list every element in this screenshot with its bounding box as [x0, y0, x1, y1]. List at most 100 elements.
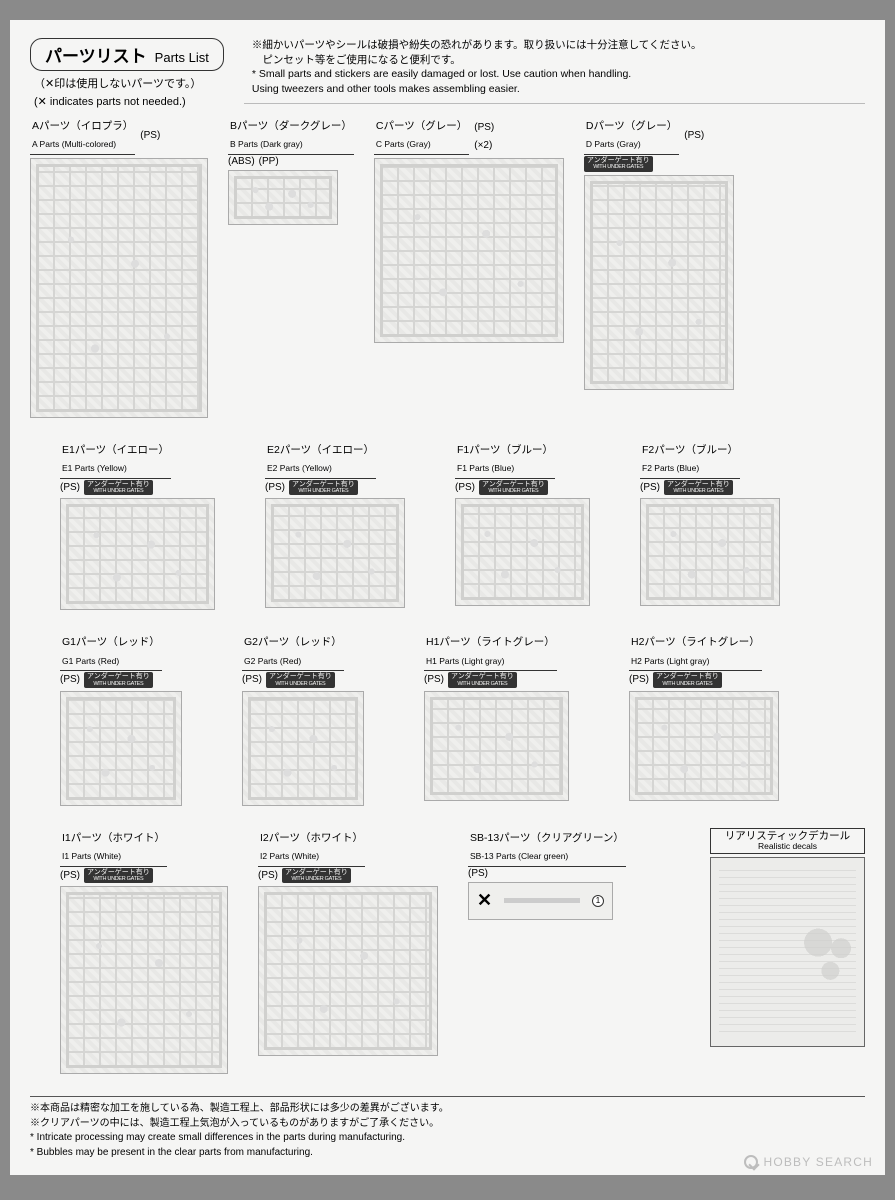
caution-en-2: Using tweezers and other tools makes ass…: [252, 82, 865, 97]
runner-h2-image: [629, 691, 779, 801]
part-b-material: (ABS): [228, 156, 255, 167]
parts-row-1: Aパーツ（イロプラ） A Parts (Multi-colored) (PS) …: [30, 116, 865, 418]
sb-unused-x-icon: ✕: [477, 890, 492, 911]
part-f1-material: (PS): [455, 482, 475, 493]
caution-en-1: * Small parts and stickers are easily da…: [252, 67, 865, 82]
part-h1-undergate: アンダーゲート有り WITH UNDER GATES: [448, 672, 517, 688]
sb-part-1-number: 1: [592, 895, 604, 907]
part-f1: F1パーツ（ブルー） F1 Parts (Blue) (PS) アンダーゲート有…: [455, 440, 590, 607]
part-g2-material: (PS): [242, 674, 262, 685]
part-e2-material: (PS): [265, 482, 285, 493]
part-f1-name-jp: F1パーツ（ブルー）: [457, 444, 553, 456]
part-i1-undergate: アンダーゲート有り WITH UNDER GATES: [84, 868, 153, 884]
part-g1-undergate: アンダーゲート有り WITH UNDER GATES: [84, 672, 153, 688]
part-e1: E1パーツ（イエロー） E1 Parts (Yellow) (PS) アンダーゲ…: [60, 440, 215, 611]
parts-grid: Aパーツ（イロプラ） A Parts (Multi-colored) (PS) …: [30, 116, 865, 1074]
part-sb-name-jp: SB-13パーツ（クリアグリーン）: [470, 832, 624, 844]
subtitle-jp: （✕印は使用しないパーツです。）: [34, 75, 224, 91]
decal-title: リアリスティックデカール Realistic decals: [710, 828, 865, 854]
part-b-name-jp: Bパーツ（ダークグレー）: [230, 120, 352, 132]
footer-jp-1: ※本商品は精密な加工を施している為、製造工程上、部品形状には多少の差異がございま…: [30, 1102, 865, 1117]
part-g2: G2パーツ（レッド） G2 Parts (Red) (PS) アンダーゲート有り…: [242, 632, 364, 806]
part-e1-undergate: アンダーゲート有り WITH UNDER GATES: [84, 480, 153, 496]
runner-g2-image: [242, 691, 364, 806]
part-i2-material: (PS): [258, 870, 278, 881]
runner-e2-image: [265, 498, 405, 608]
part-a-name-jp: Aパーツ（イロプラ）: [32, 120, 133, 132]
part-e2-name-jp: E2パーツ（イエロー）: [267, 444, 374, 456]
runner-g1-image: [60, 691, 182, 806]
part-f1-undergate: アンダーゲート有り WITH UNDER GATES: [479, 480, 548, 496]
part-e2: E2パーツ（イエロー） E2 Parts (Yellow) (PS) アンダーゲ…: [265, 440, 405, 609]
runner-i1-image: [60, 886, 228, 1074]
parts-row-2: E1パーツ（イエロー） E1 Parts (Yellow) (PS) アンダーゲ…: [60, 440, 865, 611]
part-i2-name-jp: I2パーツ（ホワイト）: [260, 832, 363, 844]
parts-row-3: G1パーツ（レッド） G1 Parts (Red) (PS) アンダーゲート有り…: [60, 632, 865, 806]
sb-bar: [504, 898, 580, 903]
part-g1-name-en: G1 Parts (Red): [62, 656, 119, 666]
part-f1-name-en: F1 Parts (Blue): [457, 463, 514, 473]
watermark-text: HOBBY SEARCH: [763, 1155, 873, 1169]
part-f2-name-en: F2 Parts (Blue): [642, 463, 699, 473]
part-b-material-2: (PP): [259, 156, 279, 167]
part-i1-name-jp: I1パーツ（ホワイト）: [62, 832, 165, 844]
part-c-name-jp: Cパーツ（グレー）: [376, 120, 467, 132]
subtitle-en: (✕ indicates parts not needed.): [34, 95, 224, 108]
footer-notes: ※本商品は精密な加工を施している為、製造工程上、部品形状には多少の差異がございま…: [30, 1096, 865, 1160]
part-b: Bパーツ（ダークグレー） B Parts (Dark gray) (ABS) (…: [228, 116, 354, 225]
page-header: パーツリスト Parts List （✕印は使用しないパーツです。） (✕ in…: [30, 38, 865, 108]
decal-title-en: Realistic decals: [717, 842, 858, 852]
part-h2-undergate: アンダーゲート有り WITH UNDER GATES: [653, 672, 722, 688]
part-e2-name-en: E2 Parts (Yellow): [267, 463, 332, 473]
title-box: パーツリスト Parts List: [30, 38, 224, 71]
part-i1-material: (PS): [60, 870, 80, 881]
part-g1-material: (PS): [60, 674, 80, 685]
part-sb-material: (PS): [468, 868, 488, 879]
part-a: Aパーツ（イロプラ） A Parts (Multi-colored) (PS): [30, 116, 208, 418]
part-c: Cパーツ（グレー） C Parts (Gray) (PS) (×2): [374, 116, 564, 343]
part-h1-name-jp: H1パーツ（ライトグレー）: [426, 636, 555, 648]
part-i1-name-en: I1 Parts (White): [62, 851, 121, 861]
part-i2-name-en: I2 Parts (White): [260, 851, 319, 861]
runner-a-image: [30, 158, 208, 418]
part-i1: I1パーツ（ホワイト） I1 Parts (White) (PS) アンダーゲー…: [60, 828, 228, 1075]
runner-e1-image: [60, 498, 215, 610]
footer-en-2: * Bubbles may be present in the clear pa…: [30, 1146, 865, 1161]
part-b-name-en: B Parts (Dark gray): [230, 139, 303, 149]
part-sb-name-en: SB-13 Parts (Clear green): [470, 851, 568, 861]
part-g2-name-jp: G2パーツ（レッド）: [244, 636, 342, 648]
runner-h1-image: [424, 691, 569, 801]
part-h1-material: (PS): [424, 674, 444, 685]
part-h2-material: (PS): [629, 674, 649, 685]
part-g1: G1パーツ（レッド） G1 Parts (Red) (PS) アンダーゲート有り…: [60, 632, 182, 806]
part-d-name-en: D Parts (Gray): [586, 139, 641, 149]
part-h1-name-en: H1 Parts (Light gray): [426, 656, 504, 666]
part-g2-name-en: G2 Parts (Red): [244, 656, 301, 666]
part-g2-undergate: アンダーゲート有り WITH UNDER GATES: [266, 672, 335, 688]
runner-d-image: [584, 175, 734, 390]
caution-jp-1: ※細かいパーツやシールは破損や紛失の恐れがあります。取り扱いには十分注意してくだ…: [252, 38, 865, 53]
parts-row-4: I1パーツ（ホワイト） I1 Parts (White) (PS) アンダーゲー…: [60, 828, 865, 1075]
part-e1-material: (PS): [60, 482, 80, 493]
part-g1-name-jp: G1パーツ（レッド）: [62, 636, 160, 648]
part-c-qty: (×2): [474, 140, 492, 151]
part-h2-name-en: H2 Parts (Light gray): [631, 656, 709, 666]
runner-f1-image: [455, 498, 590, 606]
part-c-name-en: C Parts (Gray): [376, 139, 431, 149]
title-jp: パーツリスト: [45, 42, 147, 67]
part-c-material: (PS): [474, 122, 494, 133]
caution-box: ※細かいパーツやシールは破損や紛失の恐れがあります。取り扱いには十分注意してくだ…: [244, 38, 865, 104]
part-f2-name-jp: F2パーツ（ブルー）: [642, 444, 738, 456]
part-h1: H1パーツ（ライトグレー） H1 Parts (Light gray) (PS)…: [424, 632, 569, 801]
decal-block: リアリスティックデカール Realistic decals: [710, 828, 865, 1047]
footer-jp-2: ※クリアパーツの中には、製造工程上気泡が入っているものがありますがご了承ください…: [30, 1117, 865, 1132]
search-icon: [744, 1155, 758, 1169]
part-d: Dパーツ（グレー） D Parts (Gray) (PS) アンダーゲート有り …: [584, 116, 734, 390]
runner-i2-image: [258, 886, 438, 1056]
part-h2: H2パーツ（ライトグレー） H2 Parts (Light gray) (PS)…: [629, 632, 779, 801]
part-a-name-en: A Parts (Multi-colored): [32, 139, 116, 149]
part-a-material: (PS): [140, 130, 160, 141]
decal-image: [710, 857, 865, 1047]
part-f2: F2パーツ（ブルー） F2 Parts (Blue) (PS) アンダーゲート有…: [640, 440, 780, 607]
part-d-material: (PS): [684, 130, 704, 141]
